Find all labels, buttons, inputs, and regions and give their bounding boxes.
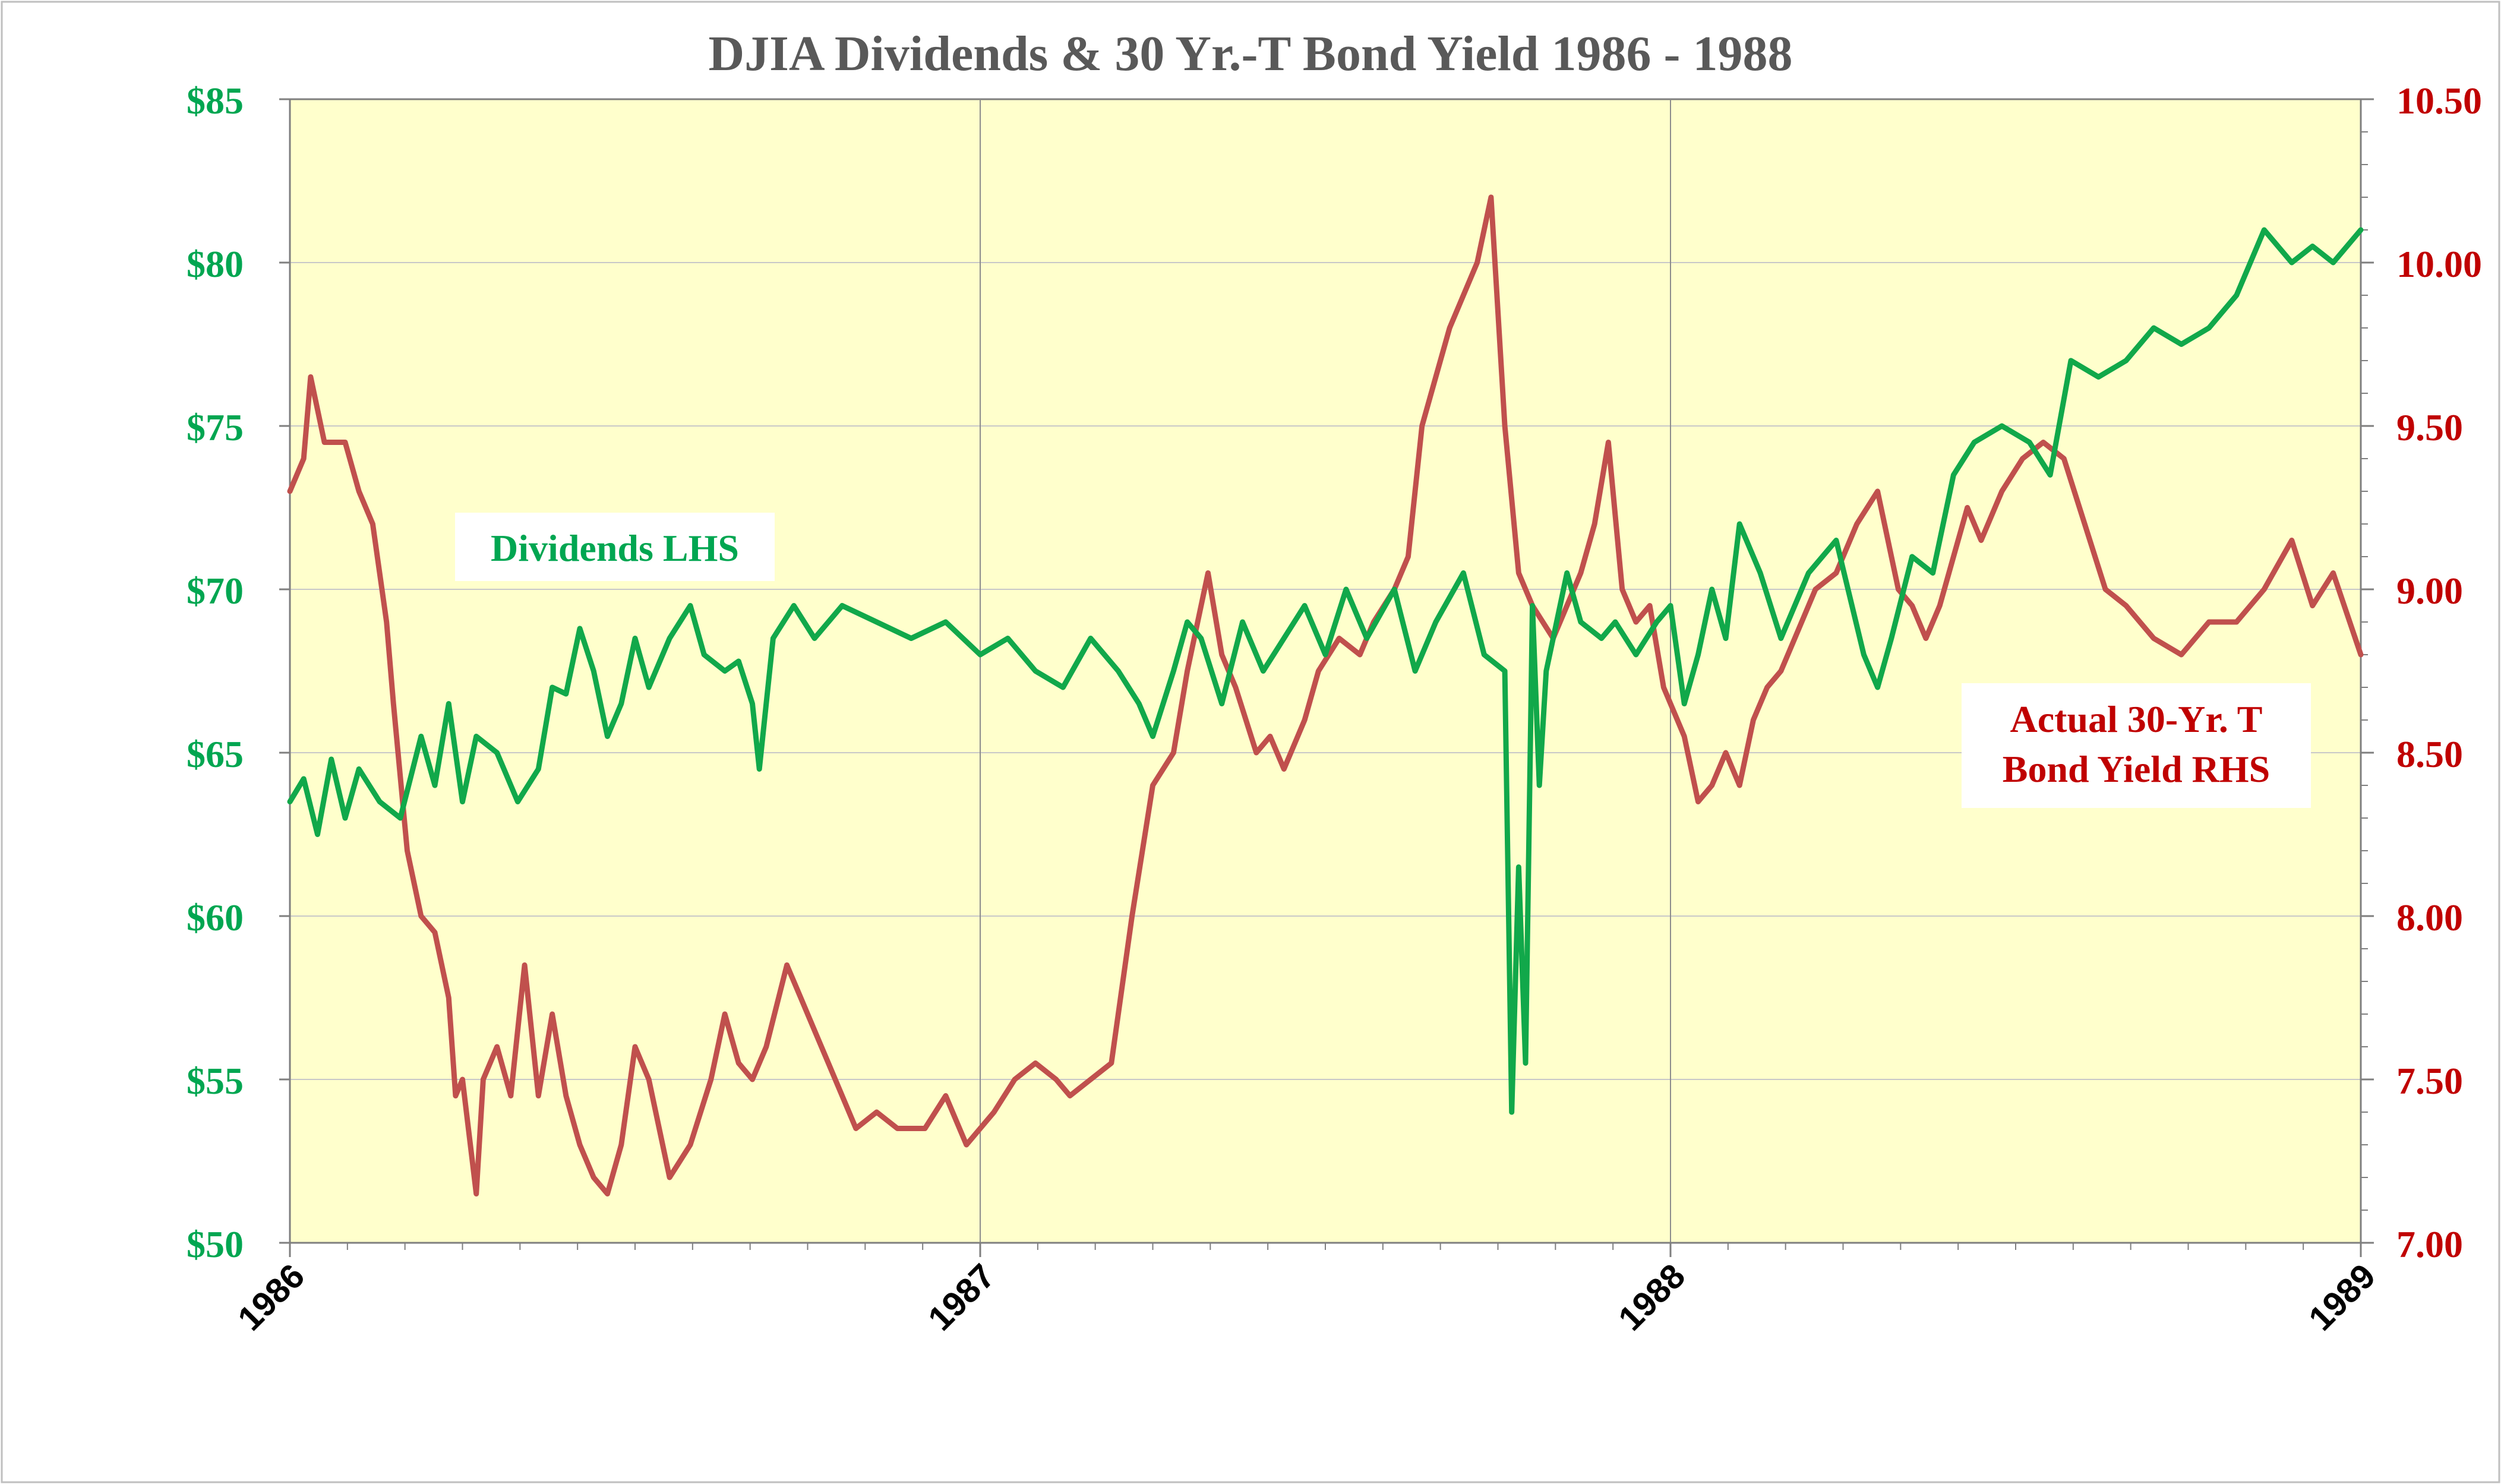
left-axis-tick-label: $65 <box>187 733 244 775</box>
right-axis-tick-label: 9.50 <box>2396 406 2463 449</box>
left-axis-tick-label: $70 <box>187 570 244 612</box>
right-axis-tick-label: 7.50 <box>2396 1060 2463 1102</box>
chart-title: DJIA Dividends & 30 Yr.-T Bond Yield 198… <box>709 26 1793 81</box>
left-axis-tick-label: $50 <box>187 1223 244 1265</box>
dividends-annotation: Dividends LHS <box>455 513 775 581</box>
right-axis-tick-label: 8.50 <box>2396 733 2463 775</box>
right-y-axis: 7.00 7.50 8.00 8.50 9.00 9.50 10.00 10.50 <box>2360 80 2482 1265</box>
left-axis-tick-label: $60 <box>187 896 244 939</box>
left-axis-tick-label: $75 <box>187 406 244 449</box>
dividends-annotation-box <box>455 513 775 581</box>
right-axis-tick-label: 7.00 <box>2396 1223 2463 1265</box>
bond-annotation: Actual 30-Yr. T Bond Yield RHS <box>1962 683 2311 808</box>
left-y-axis: $50 $55 $60 $65 $70 $75 $80 $85 <box>187 80 291 1265</box>
bond-annotation-box <box>1962 683 2311 808</box>
left-axis-tick-label: $55 <box>187 1060 244 1102</box>
bond-annotation-line-2: Bond Yield RHS <box>2003 748 2271 790</box>
left-axis-tick-label: $80 <box>187 243 244 285</box>
plot-area <box>289 98 2362 1244</box>
right-axis-tick-label: 8.00 <box>2396 896 2463 939</box>
left-axis-tick-label: $85 <box>187 80 244 122</box>
bond-annotation-line-1: Actual 30-Yr. T <box>2010 698 2263 740</box>
horizontal-gridlines <box>290 262 2361 1080</box>
right-axis-tick-label: 10.00 <box>2396 243 2482 285</box>
series-line-bond-yield <box>287 194 2364 1196</box>
series-line-dividends <box>287 227 2364 1115</box>
vertical-gridlines <box>980 99 1671 1243</box>
right-axis-tick-label: 10.50 <box>2396 80 2482 122</box>
dividends-annotation-text: Dividends LHS <box>491 527 739 569</box>
right-axis-tick-label: 9.00 <box>2396 570 2463 612</box>
